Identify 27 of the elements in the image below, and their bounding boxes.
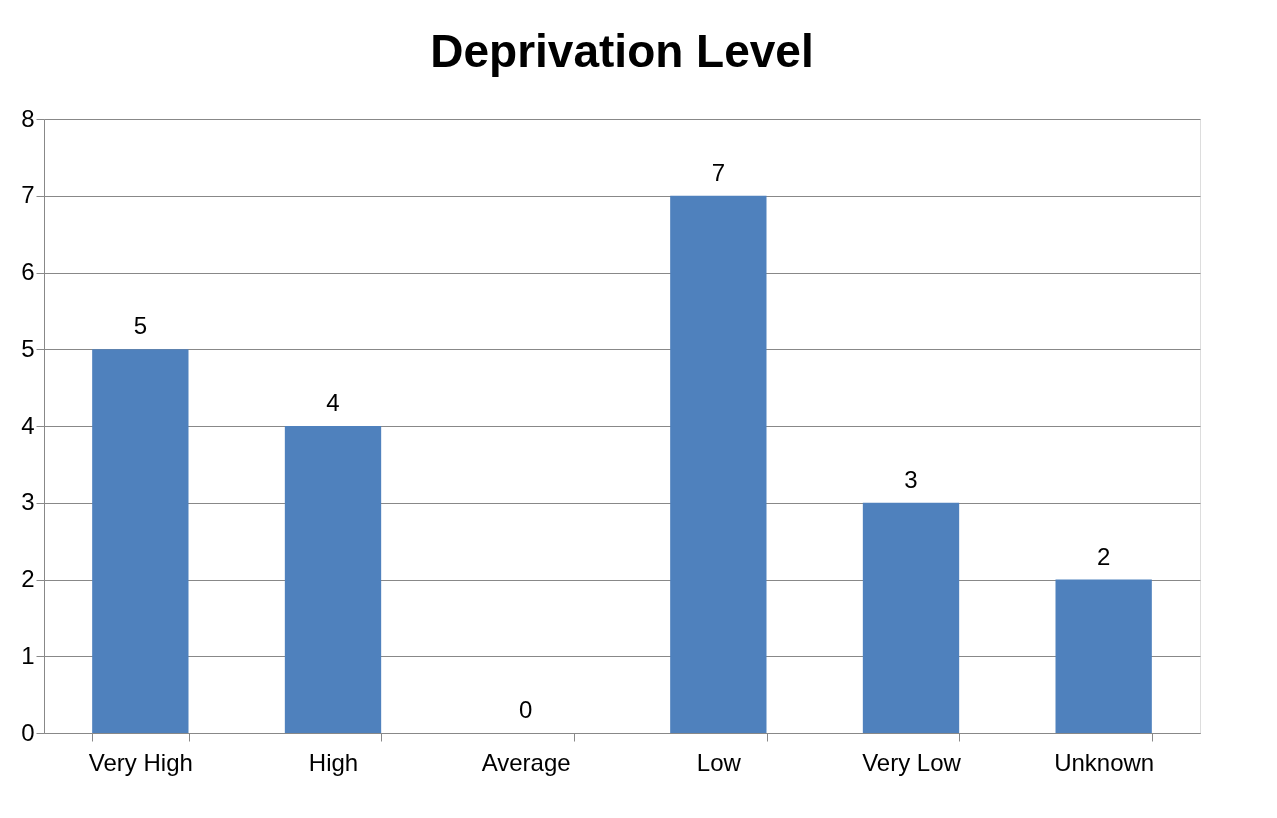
y-tick-label: 5 bbox=[21, 334, 35, 362]
data-label: 5 bbox=[133, 312, 148, 340]
y-tick-label: 2 bbox=[21, 565, 35, 592]
y-tick-label: 0 bbox=[21, 718, 35, 746]
bar bbox=[670, 195, 767, 733]
x-tick-label: High bbox=[308, 748, 359, 776]
chart-title: Deprivation Level bbox=[430, 25, 814, 77]
y-tick-label: 1 bbox=[21, 641, 35, 669]
data-label: 3 bbox=[904, 465, 918, 493]
bar bbox=[862, 502, 960, 733]
y-tick-label: 3 bbox=[21, 488, 35, 516]
x-tick-label: Very Low bbox=[862, 748, 962, 776]
data-label: 7 bbox=[711, 158, 726, 186]
y-tick-label: 8 bbox=[21, 104, 35, 132]
data-label: 0 bbox=[518, 696, 533, 723]
y-tick-label: 7 bbox=[21, 181, 35, 209]
x-tick-label: Average bbox=[481, 748, 571, 776]
y-tick-label: 4 bbox=[21, 411, 35, 439]
bar bbox=[1055, 579, 1152, 733]
bar bbox=[92, 349, 189, 733]
y-tick-label: 6 bbox=[21, 258, 35, 285]
data-label: 2 bbox=[1096, 542, 1111, 570]
x-tick-label: Low bbox=[696, 748, 742, 776]
bar bbox=[284, 426, 382, 733]
data-label: 4 bbox=[326, 389, 340, 416]
x-tick-label: Very High bbox=[88, 748, 193, 776]
x-tick-label: Unknown bbox=[1054, 748, 1155, 776]
